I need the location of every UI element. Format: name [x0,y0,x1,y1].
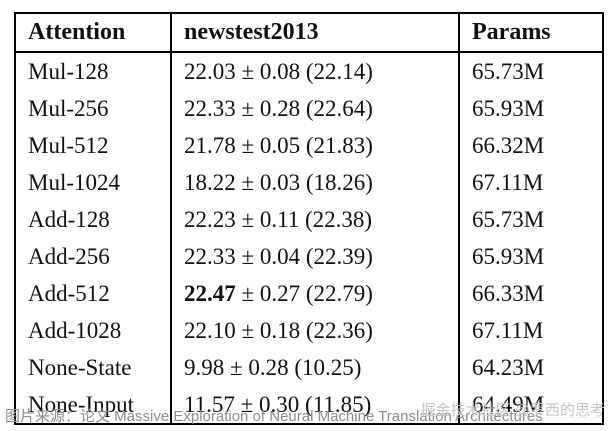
score-mean: 21.78 [184,132,236,158]
score-mean: 22.33 [184,95,236,121]
score-rest: ± 0.28 (22.64) [235,95,373,121]
cell-score: 22.10 ± 0.18 (22.36) [170,312,459,349]
cell-params: 65.73M [458,52,603,90]
table-row: None-Input 11.57 ± 0.30 (11.85) 64.49M [15,386,603,424]
score-rest: ± 0.05 (21.83) [235,132,373,158]
table-row: Mul-512 21.78 ± 0.05 (21.83) 66.32M [15,127,603,164]
score-mean: 22.33 [184,243,236,269]
score-rest: ± 0.18 (22.36) [235,317,373,343]
cell-score: 18.22 ± 0.03 (18.26) [170,164,459,201]
score-rest: ± 0.04 (22.39) [235,243,373,269]
cell-params: 65.73M [458,201,603,238]
cell-score: 21.78 ± 0.05 (21.83) [170,127,459,164]
cell-attention: Add-128 [28,206,110,232]
cell-attention: Mul-256 [28,95,109,121]
cell-attention: Add-1028 [28,317,122,343]
score-rest: ± 0.28 (10.25) [224,354,362,380]
score-mean: 9.98 [184,354,225,380]
score-mean: 18.22 [184,169,236,195]
cell-params: 67.11M [458,164,603,201]
cell-params: 67.11M [458,312,603,349]
watermark-text: 掘金技术社区 @罗西的思考 [420,402,605,419]
table-header-row: Attention newstest2013 Params [15,13,603,53]
table-row: Add-512 22.47 ± 0.27 (22.79) 66.33M [15,275,603,312]
image-source-caption: 图片来源：论文 Massive Exploration of Neural Ma… [5,408,543,425]
cell-params: 66.33M [458,275,603,312]
table-row: None-State 9.98 ± 0.28 (10.25) 64.23M [15,349,603,386]
table-header: Attention newstest2013 Params [15,13,603,53]
cell-params: 65.93M [458,238,603,275]
table-row: Mul-256 22.33 ± 0.28 (22.64) 65.93M [15,90,603,127]
table-row: Add-128 22.23 ± 0.11 (22.38) 65.73M [15,201,603,238]
table-row: Add-1028 22.10 ± 0.18 (22.36) 67.11M [15,312,603,349]
score-mean: 22.10 [184,317,236,343]
table-body: Mul-128 22.03 ± 0.08 (22.14) 65.73M Mul-… [15,52,603,424]
cell-params: 64.49M [458,386,603,424]
table-row: Mul-128 22.03 ± 0.08 (22.14) 65.73M [15,52,603,90]
cell-attention: None-Input [28,391,135,417]
cell-params: 66.32M [458,127,603,164]
header-params: Params [458,13,603,53]
cell-attention: Add-256 [28,243,110,269]
score-mean: 11.57 [184,391,235,417]
cell-attention: None-State [28,354,132,380]
table-row: Mul-1024 18.22 ± 0.03 (18.26) 67.11M [15,164,603,201]
cell-score: 22.03 ± 0.08 (22.14) [170,52,459,90]
results-table: Attention newstest2013 Params Mul-128 22… [14,12,604,425]
cell-attention: Mul-512 [28,132,109,158]
cell-score: 9.98 ± 0.28 (10.25) [170,349,459,386]
cell-attention: Mul-128 [28,58,109,84]
cell-attention: Mul-1024 [28,169,120,195]
cell-score: 11.57 ± 0.30 (11.85) [170,386,459,424]
score-rest: ± 0.08 (22.14) [235,58,373,84]
cell-params: 64.23M [458,349,603,386]
cell-score: 22.33 ± 0.28 (22.64) [170,90,459,127]
score-rest: ± 0.03 (18.26) [235,169,373,195]
score-rest: ± 0.30 (11.85) [234,391,372,417]
score-rest: ± 0.27 (22.79) [235,280,373,306]
table-row: Add-256 22.33 ± 0.04 (22.39) 65.93M [15,238,603,275]
cell-score: 22.23 ± 0.11 (22.38) [170,201,459,238]
cell-params: 65.93M [458,90,603,127]
header-attention: Attention [15,13,171,53]
score-rest: ± 0.11 (22.38) [235,206,373,232]
header-newstest2013: newstest2013 [170,13,459,53]
score-mean: 22.23 [184,206,236,232]
score-mean: 22.47 [184,280,236,306]
cell-score: 22.33 ± 0.04 (22.39) [170,238,459,275]
cell-attention: Add-512 [28,280,110,306]
score-mean: 22.03 [184,58,236,84]
cell-score: 22.47 ± 0.27 (22.79) [170,275,459,312]
